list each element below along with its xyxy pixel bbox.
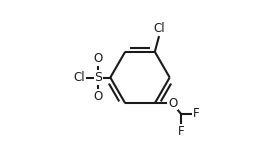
Text: O: O bbox=[94, 90, 103, 103]
Text: O: O bbox=[94, 52, 103, 65]
Text: Cl: Cl bbox=[153, 22, 165, 35]
Text: O: O bbox=[169, 97, 178, 110]
Text: Cl: Cl bbox=[73, 71, 85, 84]
Text: S: S bbox=[94, 71, 102, 84]
Text: F: F bbox=[193, 107, 200, 120]
Text: F: F bbox=[178, 125, 184, 138]
